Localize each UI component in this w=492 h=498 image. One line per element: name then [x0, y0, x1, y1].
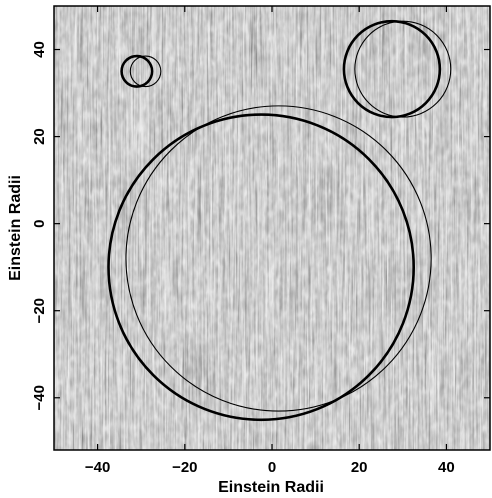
circle-group [107, 19, 452, 422]
source-circle-6 [125, 105, 432, 412]
x-tick-label: −40 [85, 459, 110, 476]
magnification-map-texture [54, 6, 490, 450]
y-tick-label: 40 [31, 41, 48, 58]
x-axis-label: Einstein Radii [218, 479, 324, 496]
source-circle-4 [354, 20, 452, 118]
y-tick-label: −40 [31, 385, 48, 410]
plot-area [53, 5, 491, 451]
x-tick-label: 0 [268, 459, 276, 476]
source-circle-5 [107, 113, 416, 422]
x-tick-label: 40 [438, 459, 455, 476]
y-tick-label: 0 [31, 219, 48, 227]
x-tick-label: −20 [172, 459, 197, 476]
source-circle-2 [129, 55, 162, 88]
source-circle-3 [342, 19, 442, 119]
y-axis: −40 −20 0 20 40 [31, 41, 490, 410]
x-tick-label: 20 [351, 459, 368, 476]
source-circle-1 [120, 54, 154, 88]
x-axis: −40 −20 0 20 40 [85, 6, 455, 476]
y-tick-label: −20 [31, 298, 48, 323]
y-tick-label: 20 [31, 128, 48, 145]
y-axis-label: Einstein Radii [7, 175, 24, 281]
